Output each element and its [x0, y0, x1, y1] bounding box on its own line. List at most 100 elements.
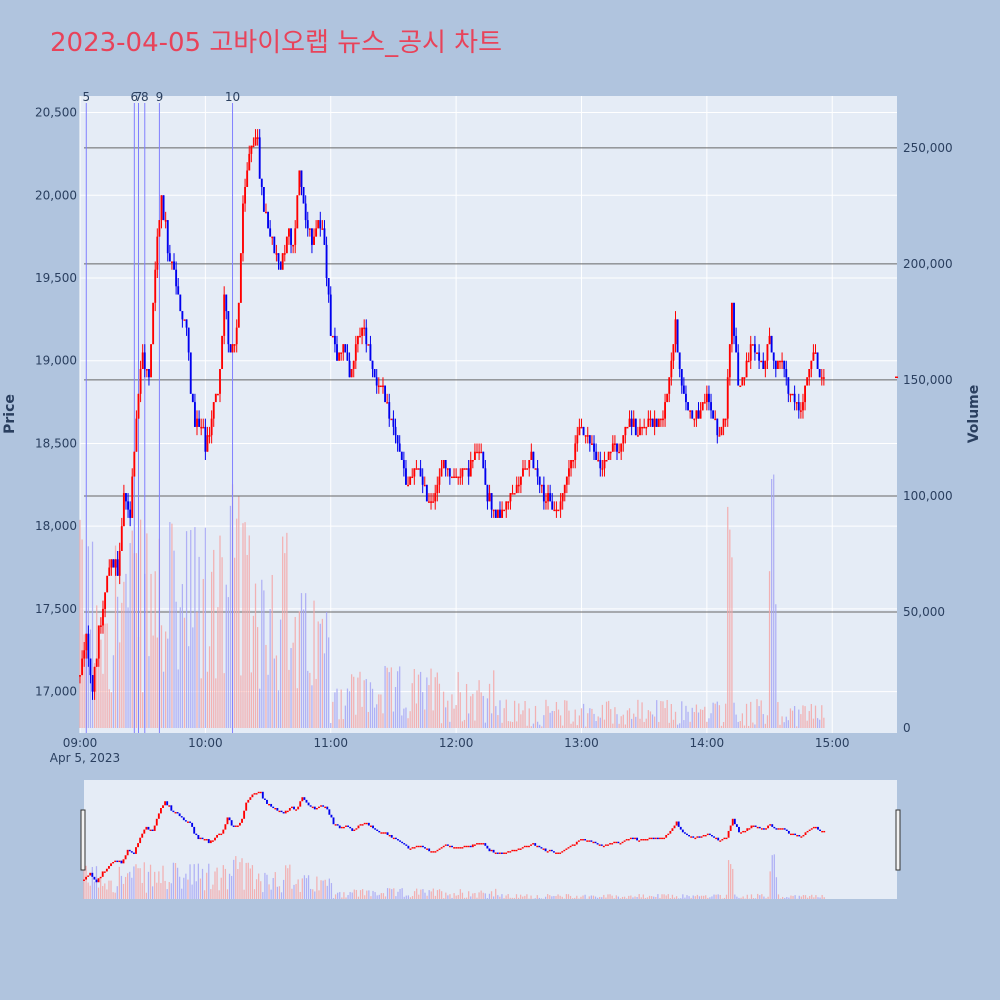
range-candle: [201, 837, 204, 840]
volume-bar: [814, 705, 817, 728]
range-volume-bar: [430, 891, 432, 899]
volume-bar: [766, 715, 769, 728]
candle-body: [252, 145, 255, 148]
range-candle: [586, 840, 589, 842]
candle-body: [448, 468, 451, 477]
volume-bar: [791, 710, 794, 728]
range-candle: [667, 833, 670, 836]
volume-bar: [641, 702, 643, 728]
range-candle: [744, 830, 747, 833]
volume-bar: [256, 627, 259, 728]
volume-bar: [779, 724, 781, 728]
range-slider[interactable]: [84, 780, 897, 899]
volume-bar: [580, 708, 583, 728]
range-candle: [313, 806, 316, 810]
candle-body: [135, 418, 138, 452]
range-volume-bar: [742, 896, 744, 899]
volume-bar: [373, 707, 376, 728]
volume-bar: [808, 711, 810, 728]
range-volume-bar: [403, 896, 405, 899]
range-candle: [683, 832, 686, 834]
candle-body: [547, 493, 549, 502]
volume-bar: [484, 722, 486, 728]
range-candle: [787, 830, 790, 834]
range-candle: [143, 829, 146, 834]
range-candle: [382, 832, 385, 834]
range-volume-bar: [120, 875, 123, 899]
range-candle: [442, 845, 445, 848]
range-volume-bar: [580, 896, 582, 899]
candle-body: [392, 418, 395, 427]
range-candle: [582, 839, 584, 841]
candle-body: [208, 435, 211, 437]
range-candle: [542, 848, 545, 850]
range-candle: [648, 837, 651, 840]
volume-tick-label: 250,000: [903, 141, 953, 155]
range-volume-bar: [382, 893, 385, 899]
volume-bar: [739, 721, 741, 728]
volume-bar: [752, 722, 754, 728]
range-handle-right[interactable]: [895, 809, 901, 871]
volume-bar: [783, 722, 785, 728]
candle-body: [586, 435, 589, 437]
volume-bar: [346, 688, 349, 728]
volume-bar: [127, 607, 129, 728]
candle-body: [336, 344, 338, 361]
candle-body: [273, 236, 276, 254]
candle-body: [722, 418, 725, 427]
range-volume-bar: [642, 894, 644, 899]
volume-bar: [123, 581, 125, 728]
candle-body: [781, 360, 784, 363]
range-candle: [552, 851, 555, 853]
volume-bar: [129, 543, 131, 728]
volume-bar: [426, 677, 428, 728]
volume-bar: [499, 700, 501, 728]
range-volume-bar: [324, 879, 326, 899]
range-candle: [769, 824, 772, 826]
range-candle: [823, 830, 826, 833]
range-candle: [548, 849, 551, 852]
candle-body: [248, 153, 251, 171]
range-candle: [184, 820, 187, 822]
candle-body: [791, 393, 794, 396]
range-volume-bar: [626, 898, 628, 899]
volume-bar: [503, 708, 505, 728]
range-volume-bar: [482, 892, 484, 899]
range-volume-bar: [154, 871, 156, 899]
range-volume-bar: [682, 894, 684, 899]
candle-body: [747, 360, 750, 363]
volume-bar: [806, 720, 808, 728]
candle-body: [659, 418, 662, 421]
volume-bar: [775, 604, 777, 728]
range-volume-bar: [761, 894, 763, 899]
volume-bar: [764, 723, 766, 728]
candle-body: [265, 211, 267, 214]
range-volume-bar: [174, 863, 177, 899]
volume-bar: [321, 618, 324, 728]
range-volume-bar: [426, 895, 428, 899]
volume-bar: [240, 675, 242, 728]
range-volume-bar: [752, 898, 755, 899]
candle-body: [465, 468, 468, 470]
candle-body: [572, 460, 575, 462]
range-volume-bar: [253, 889, 256, 899]
time-tick-label: 11:00: [313, 736, 348, 750]
range-candle: [128, 849, 131, 852]
candle-body: [760, 360, 763, 363]
range-handle-left[interactable]: [80, 809, 86, 871]
candle-body: [672, 344, 675, 361]
range-volume-bar: [291, 888, 293, 899]
volume-bar: [392, 711, 395, 728]
range-volume-bar: [422, 889, 424, 899]
range-candle: [357, 825, 360, 829]
range-volume-bar: [193, 864, 195, 899]
range-volume-bar: [295, 883, 297, 899]
range-candle: [392, 837, 395, 840]
range-volume-bar: [299, 891, 301, 899]
volume-bar: [355, 714, 357, 728]
volume-bar: [112, 655, 115, 728]
range-volume-bar: [538, 897, 540, 899]
range-volume-bar: [465, 897, 468, 899]
range-volume-bar: [553, 895, 555, 899]
